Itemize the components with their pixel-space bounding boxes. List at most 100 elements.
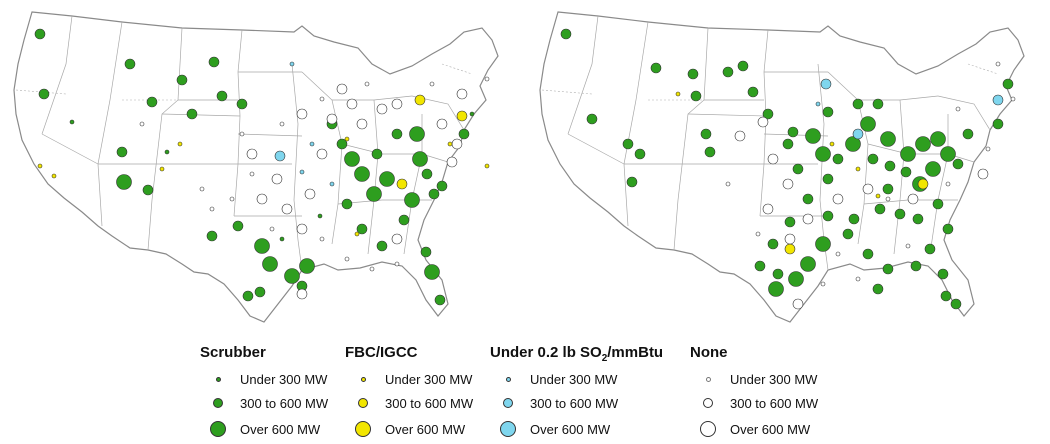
plant-marker-scrubber <box>317 213 323 219</box>
plant-marker-none <box>862 183 874 195</box>
plant-marker-scrubber <box>930 131 946 147</box>
legend-item: Over 600 MW <box>345 418 465 440</box>
plant-marker-scrubber <box>236 98 248 110</box>
plant-marker-lowsulfur <box>309 141 315 147</box>
plant-marker-none <box>249 171 255 177</box>
plant-marker-scrubber <box>915 136 931 152</box>
none-medium-marker <box>703 398 713 408</box>
plant-marker-scrubber <box>404 192 420 208</box>
plant-marker-scrubber <box>279 236 285 242</box>
plant-marker-scrubber <box>900 166 912 178</box>
plant-marker-scrubber <box>428 188 440 200</box>
plant-marker-scrubber <box>874 203 886 215</box>
state-border <box>567 133 625 165</box>
plant-marker-none <box>199 186 205 192</box>
plant-marker-scrubber <box>690 90 702 102</box>
plant-marker-scrubber <box>962 128 974 140</box>
legend-title-fbc-igcc: FBC/IGCC <box>345 344 418 361</box>
legend-item: Under 300 MW <box>345 368 472 390</box>
state-border <box>237 133 303 137</box>
plant-marker-none <box>985 146 991 152</box>
plant-marker-lowsulfur <box>815 101 821 107</box>
legend-item: Over 600 MW <box>200 418 320 440</box>
plant-marker-scrubber <box>38 88 50 100</box>
plant-marker-none <box>757 116 769 128</box>
plant-marker-scrubber <box>341 198 353 210</box>
state-border <box>967 63 999 75</box>
plant-marker-scrubber <box>208 56 220 68</box>
plant-marker-scrubber <box>376 240 388 252</box>
plant-marker-none <box>762 203 774 215</box>
plant-marker-none <box>296 108 308 120</box>
state-border <box>567 15 599 135</box>
plant-marker-none <box>1010 96 1016 102</box>
plant-marker-none <box>394 261 400 267</box>
state-border <box>41 133 99 165</box>
legend-item: Under 300 MW <box>200 368 327 390</box>
plant-marker-none <box>319 96 325 102</box>
plant-marker-scrubber <box>772 268 784 280</box>
plant-marker-scrubber <box>815 236 831 252</box>
fbc-small-marker <box>360 376 366 382</box>
plant-marker-none <box>451 138 463 150</box>
plant-marker-fbc <box>875 193 881 199</box>
legend: Scrubber Under 300 MW 300 to 600 MW Over… <box>200 344 1040 444</box>
plant-marker-scrubber <box>700 128 712 140</box>
legend-item: Under 300 MW <box>690 368 817 390</box>
plant-marker-none <box>905 243 911 249</box>
plant-marker-none <box>484 76 490 82</box>
legend-item: 300 to 600 MW <box>490 392 618 414</box>
state-border <box>687 113 767 117</box>
plant-marker-scrubber <box>1002 78 1014 90</box>
plant-marker-scrubber <box>882 183 894 195</box>
legend-label: 300 to 600 MW <box>530 395 619 411</box>
plant-marker-scrubber <box>69 119 75 125</box>
plant-marker-scrubber <box>412 151 428 167</box>
plant-marker-scrubber <box>722 66 734 78</box>
legend-item: Over 600 MW <box>490 418 610 440</box>
legend-item: 300 to 600 MW <box>345 392 473 414</box>
legend-title-low-sulfur: Under 0.2 lb SO2/mmBtu <box>490 344 664 364</box>
legend-label: 300 to 600 MW <box>240 395 329 411</box>
plant-marker-none <box>725 181 731 187</box>
plant-marker-scrubber <box>116 174 132 190</box>
plant-marker-scrubber <box>586 113 598 125</box>
plant-marker-none <box>429 81 435 87</box>
plant-marker-none <box>369 266 375 272</box>
plant-marker-scrubber <box>884 160 896 172</box>
plant-marker-fbc <box>917 178 929 190</box>
none-large-marker <box>700 421 716 437</box>
plant-marker-scrubber <box>924 243 936 255</box>
plant-marker-scrubber <box>754 260 766 272</box>
plant-marker-scrubber <box>910 260 922 272</box>
plant-marker-scrubber <box>940 146 956 162</box>
plant-marker-fbc <box>159 166 165 172</box>
plant-marker-scrubber <box>379 171 395 187</box>
plant-marker-scrubber <box>176 74 188 86</box>
legend-label: 300 to 600 MW <box>730 395 819 411</box>
plant-marker-scrubber <box>872 283 884 295</box>
plant-marker-scrubber <box>420 246 432 258</box>
plant-marker-scrubber <box>815 146 831 162</box>
plant-marker-scrubber <box>391 128 403 140</box>
plant-marker-none <box>336 83 348 95</box>
plant-marker-scrubber <box>34 28 46 40</box>
plant-marker-none <box>955 106 961 112</box>
plant-marker-scrubber <box>356 223 368 235</box>
scrubber-large-marker <box>210 421 226 437</box>
plant-marker-scrubber <box>421 168 433 180</box>
plant-marker-none <box>784 233 796 245</box>
plant-marker-none <box>316 148 328 160</box>
plant-marker-scrubber <box>788 271 804 287</box>
plant-marker-scrubber <box>842 228 854 240</box>
plant-marker-none <box>246 148 258 160</box>
plant-marker-scrubber <box>784 216 796 228</box>
plant-marker-scrubber <box>434 294 446 306</box>
plant-marker-scrubber <box>634 148 646 160</box>
plant-marker-scrubber <box>458 128 470 140</box>
plant-marker-scrubber <box>900 146 916 162</box>
plant-marker-none <box>855 276 861 282</box>
state-border <box>97 21 123 227</box>
plant-marker-scrubber <box>768 281 784 297</box>
legend-label: Under 300 MW <box>530 371 618 387</box>
